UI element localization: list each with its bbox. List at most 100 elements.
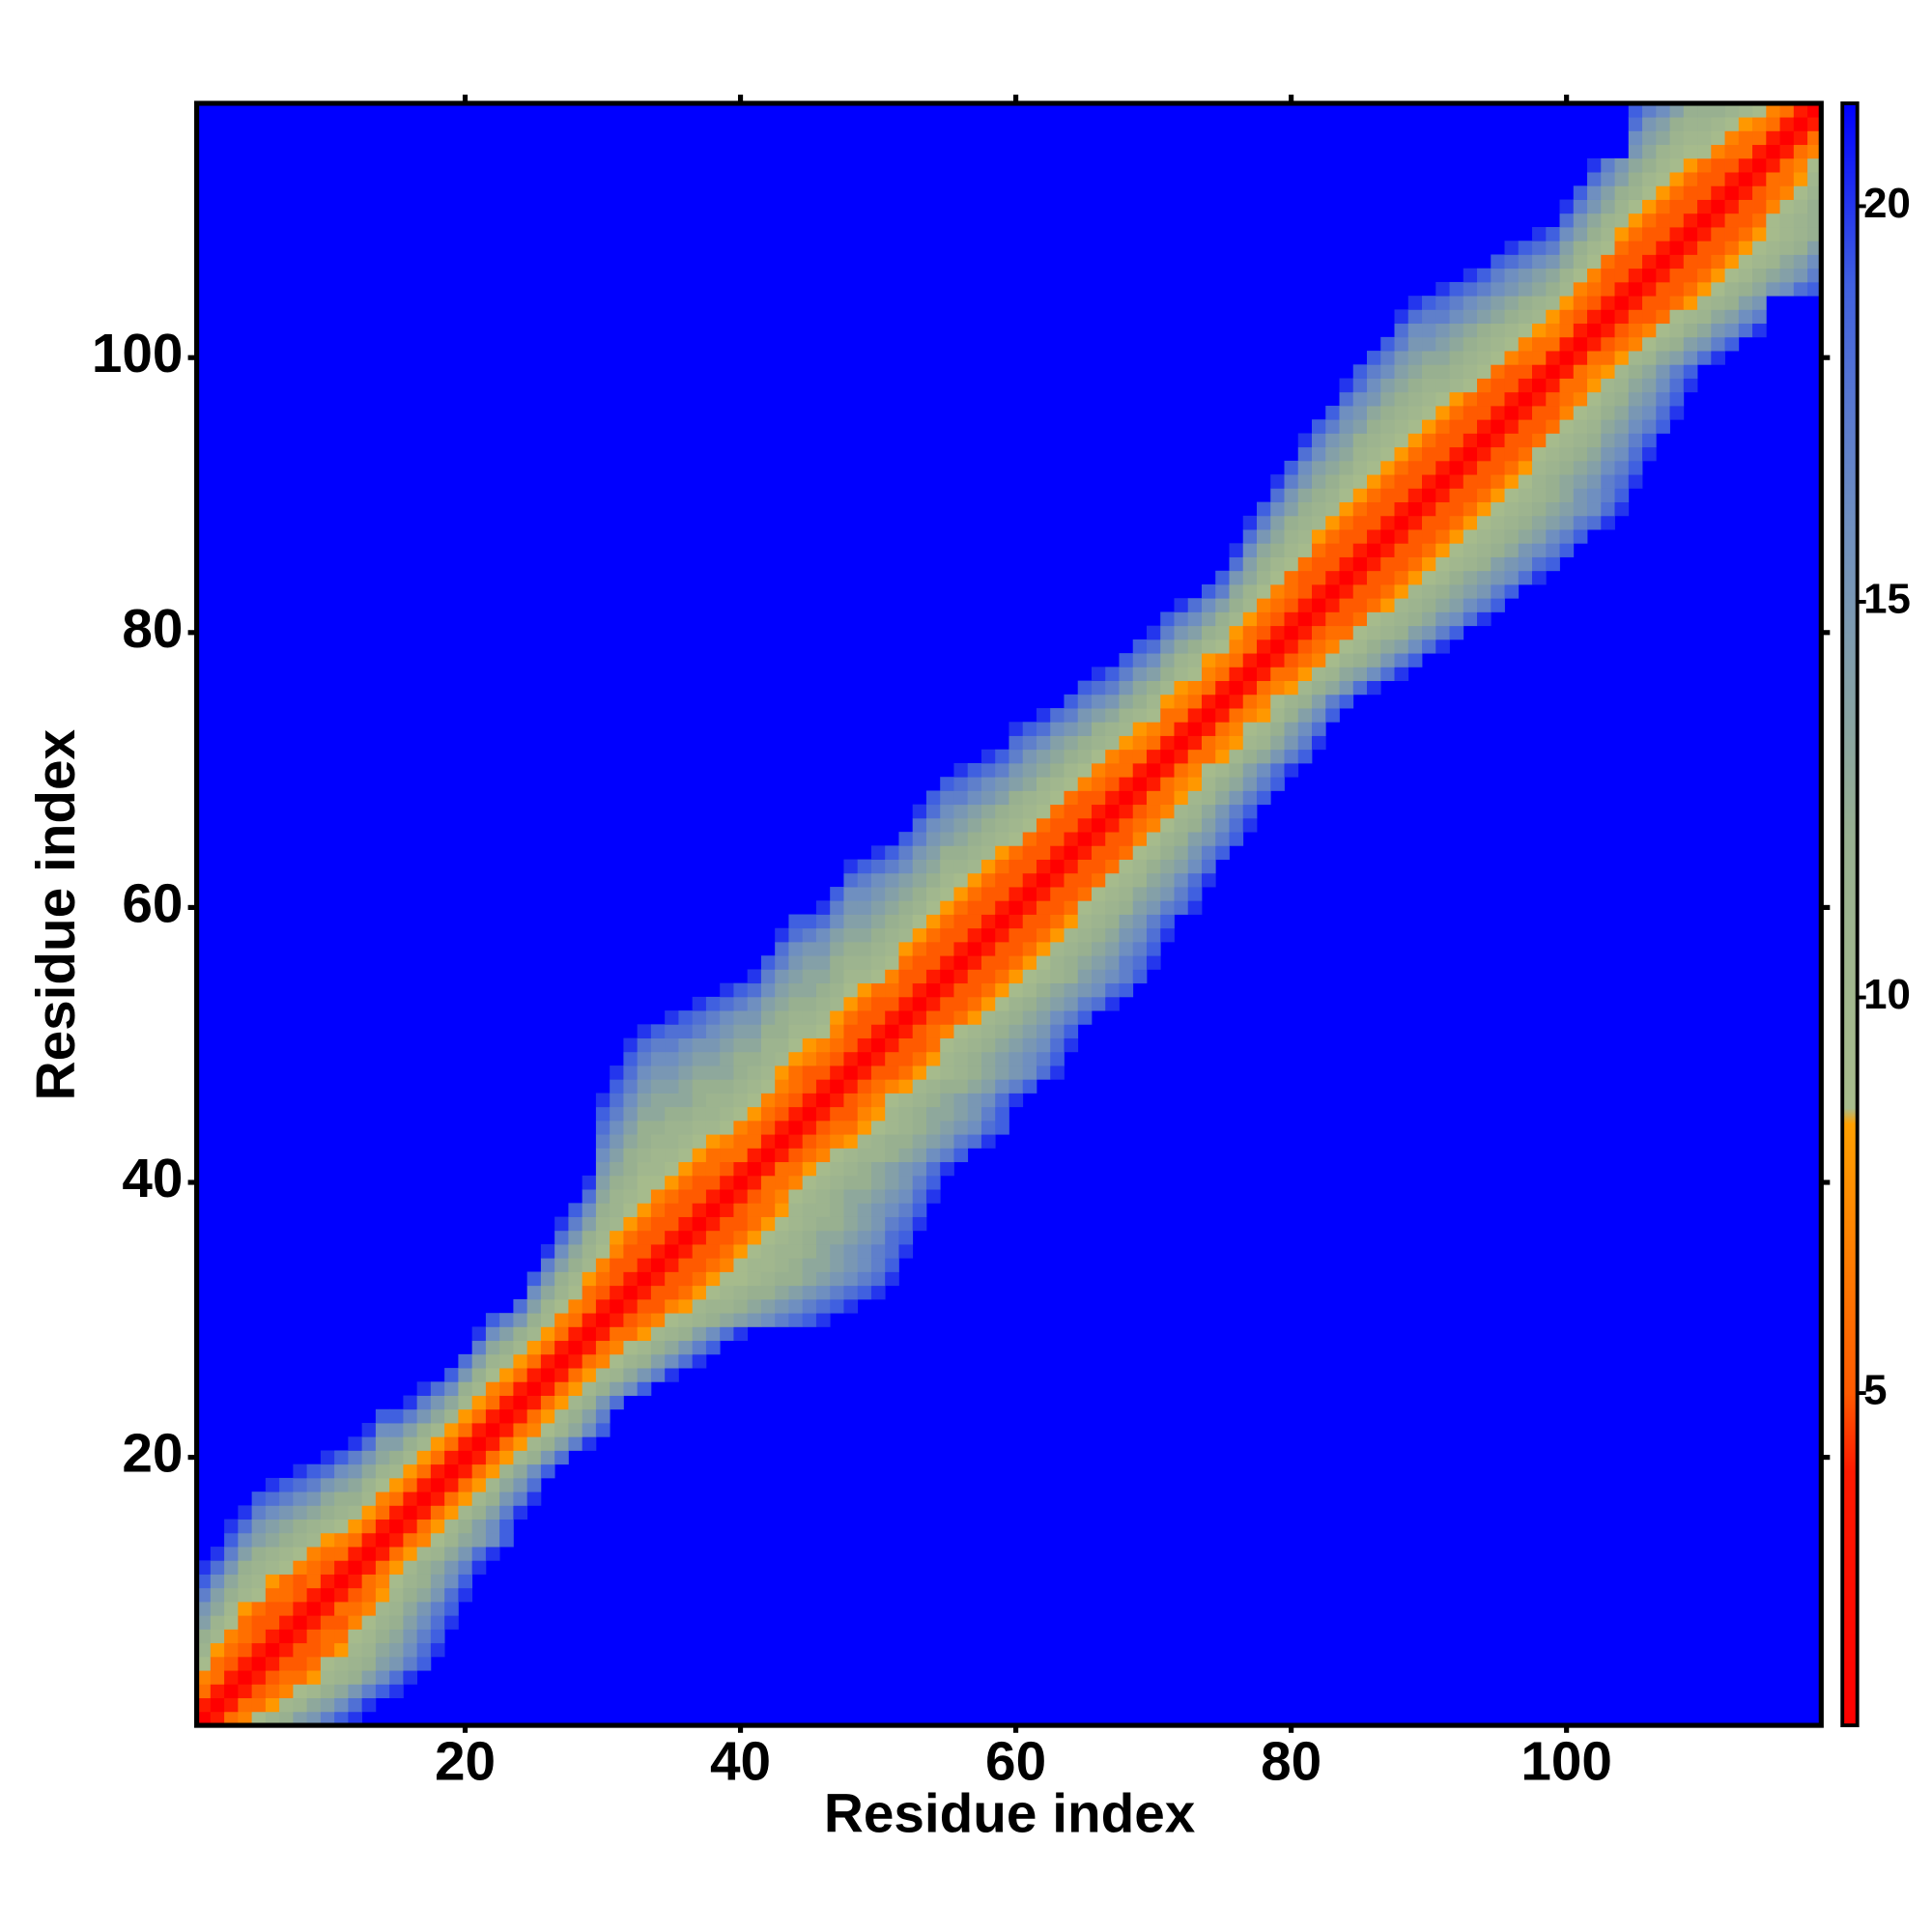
heatmap-cell xyxy=(1146,762,1161,778)
heatmap-cell xyxy=(1697,144,1712,159)
heatmap-cell xyxy=(279,1670,294,1685)
heatmap-cell xyxy=(1422,419,1436,434)
heatmap-cell xyxy=(1628,296,1643,310)
heatmap-cell xyxy=(568,1408,583,1424)
heatmap-cell xyxy=(293,1587,308,1603)
heatmap-cell xyxy=(568,1353,583,1369)
heatmap-cell xyxy=(1242,762,1258,778)
heatmap-cell xyxy=(1752,213,1767,228)
heatmap-cell xyxy=(733,1065,749,1080)
heatmap-cell xyxy=(1242,611,1258,627)
heatmap-cell xyxy=(389,1519,404,1534)
heatmap-cell xyxy=(499,1436,514,1451)
heatmap-cell xyxy=(925,1148,941,1163)
heatmap-cell xyxy=(1325,515,1340,530)
heatmap-cell xyxy=(1422,501,1436,517)
heatmap-cell xyxy=(1766,268,1780,283)
heatmap-cell xyxy=(692,1051,707,1066)
heatmap-cell xyxy=(1573,351,1588,365)
heatmap-cell xyxy=(1587,364,1602,379)
heatmap-cell xyxy=(925,982,941,998)
heatmap-cell xyxy=(1036,845,1051,860)
heatmap-cell xyxy=(568,1298,583,1314)
heatmap-cell xyxy=(802,1065,817,1080)
heatmap-cell xyxy=(1518,323,1533,338)
heatmap-cell xyxy=(1160,927,1175,943)
heatmap-cell xyxy=(1242,653,1258,668)
heatmap-cell xyxy=(1215,777,1230,791)
heatmap-cell xyxy=(733,1189,749,1204)
heatmap-cell xyxy=(678,1120,694,1135)
heatmap-cell xyxy=(1256,722,1271,736)
heatmap-cell xyxy=(1559,433,1575,448)
heatmap-cell xyxy=(733,996,749,1011)
heatmap-cell xyxy=(1793,157,1808,173)
heatmap-cell xyxy=(665,1037,679,1053)
heatmap-cell xyxy=(279,1519,294,1534)
heatmap-cell xyxy=(1064,872,1079,888)
heatmap-cell xyxy=(334,1519,349,1534)
heatmap-cell xyxy=(320,1547,335,1561)
heatmap-cell xyxy=(595,1230,611,1245)
heatmap-cell xyxy=(1325,653,1340,668)
heatmap-cell xyxy=(1642,199,1657,214)
heatmap-cell xyxy=(1009,900,1024,915)
heatmap-cell xyxy=(898,1244,914,1259)
heatmap-cell xyxy=(1518,336,1533,352)
heatmap-cell xyxy=(1132,735,1148,751)
heatmap-cell xyxy=(1352,378,1368,393)
heatmap-cell xyxy=(1504,570,1520,585)
heatmap-cell xyxy=(1683,144,1698,159)
heatmap-cell xyxy=(1022,777,1037,791)
heatmap-cell xyxy=(1394,543,1409,557)
heatmap-cell xyxy=(1036,790,1051,806)
heatmap-cell xyxy=(1022,927,1037,943)
heatmap-cell xyxy=(1601,433,1615,448)
heatmap-cell xyxy=(1779,102,1795,118)
heatmap-cell xyxy=(692,1189,707,1204)
heatmap-cell xyxy=(775,927,789,943)
heatmap-cell xyxy=(885,1134,899,1149)
heatmap-cell xyxy=(1297,474,1313,489)
heatmap-cell xyxy=(1160,804,1175,819)
heatmap-cell xyxy=(1022,845,1037,860)
heatmap-cell xyxy=(1174,845,1189,860)
heatmap-cell xyxy=(1546,351,1560,365)
heatmap-cell xyxy=(815,1244,831,1259)
heatmap-cell xyxy=(898,1065,914,1080)
heatmap-cell xyxy=(788,969,804,984)
heatmap-cell xyxy=(760,955,776,970)
heatmap-cell xyxy=(1601,185,1615,200)
heatmap-cell xyxy=(980,1037,996,1053)
heatmap-cell xyxy=(1367,351,1381,365)
heatmap-cell xyxy=(1229,543,1244,557)
heatmap-cell xyxy=(775,996,789,1011)
heatmap-cell xyxy=(1779,254,1795,270)
heatmap-cell xyxy=(1325,488,1340,503)
heatmap-cell xyxy=(1229,749,1244,764)
heatmap-cell xyxy=(1766,241,1780,255)
heatmap-cell xyxy=(1656,254,1670,270)
heatmap-cell xyxy=(940,1037,954,1053)
x-tick-label: 60 xyxy=(985,1731,1046,1792)
heatmap-cell xyxy=(1407,336,1423,352)
heatmap-cell xyxy=(444,1368,459,1382)
heatmap-cell xyxy=(334,1629,349,1644)
heatmap-cell xyxy=(595,1175,611,1190)
heatmap-cell xyxy=(1229,653,1244,668)
heatmap-cell xyxy=(389,1629,404,1644)
heatmap-cell xyxy=(857,1134,872,1149)
heatmap-cell xyxy=(389,1615,404,1630)
heatmap-cell xyxy=(747,1203,762,1217)
heatmap-cell xyxy=(1477,419,1492,434)
heatmap-cell xyxy=(843,1010,859,1025)
heatmap-cell xyxy=(540,1353,555,1369)
heatmap-cell xyxy=(1518,296,1533,310)
heatmap-cell xyxy=(1284,625,1299,640)
heatmap-cell xyxy=(444,1560,459,1575)
heatmap-cell xyxy=(967,1106,982,1122)
heatmap-cell xyxy=(925,1093,941,1108)
heatmap-cell xyxy=(1724,185,1740,200)
heatmap-cell xyxy=(1297,446,1313,462)
heatmap-cell xyxy=(1422,515,1436,530)
